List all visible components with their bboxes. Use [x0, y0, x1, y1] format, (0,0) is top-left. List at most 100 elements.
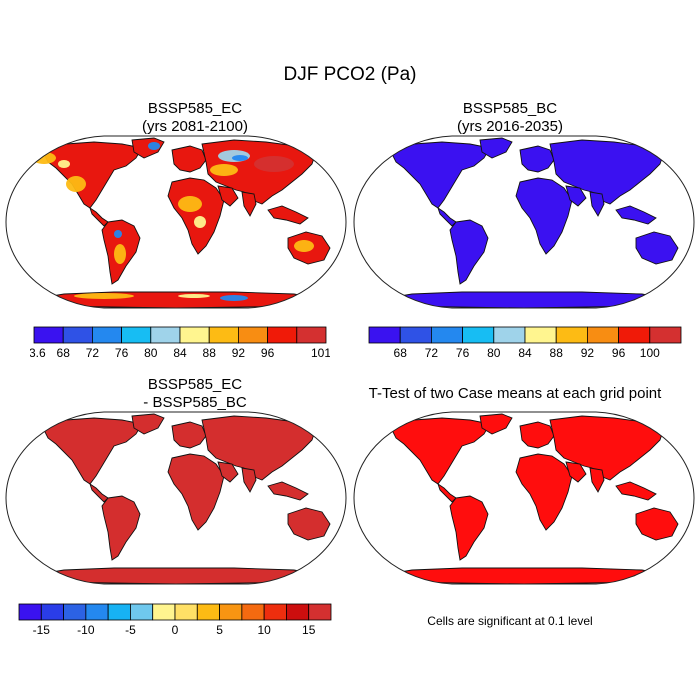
land-india	[241, 191, 257, 217]
colorbar-diff: -15 -10 -5 0 5 10 15	[18, 603, 332, 637]
colorbar-tick-label: 96	[261, 346, 275, 360]
colorbar-tick-label: 80	[487, 346, 501, 360]
land-arabia	[565, 185, 587, 207]
land-greenland	[479, 413, 513, 435]
colorbar-tick-label: 0	[172, 623, 179, 637]
land-india	[589, 191, 605, 217]
land-india	[241, 467, 257, 493]
colorbar-tick-label: 15	[302, 623, 316, 637]
colorbar-swatch	[121, 326, 152, 344]
land-africa	[167, 453, 225, 531]
land-greenland	[131, 413, 165, 435]
panel-title-ec-line1: BSSP585_EC	[147, 100, 243, 117]
colorbar-tick-label: 92	[232, 346, 246, 360]
land-arabia	[217, 461, 239, 483]
panel-title-ttest-line1: T-Test of two Case means at each grid po…	[368, 385, 662, 402]
colorbar-tick-label: 96	[612, 346, 626, 360]
land-africa	[167, 177, 225, 255]
colorbar-swatch	[649, 326, 682, 344]
land-antarctica	[375, 567, 673, 584]
colorbar-tick-label: -15	[33, 623, 51, 637]
figure-title: DJF PCO2 (Pa)	[283, 64, 417, 85]
colorbar-swatch	[263, 603, 287, 621]
panel-title-diff: BSSP585_EC - BSSP585_BC	[30, 376, 360, 412]
land-africa	[515, 177, 573, 255]
colorbar-tick-label: 84	[518, 346, 532, 360]
land-seAsia	[267, 481, 309, 501]
land-australia	[635, 507, 679, 541]
panel-title-ttest: T-Test of two Case means at each grid po…	[345, 385, 685, 403]
land-antarctica	[27, 567, 325, 584]
panel-title-diff-line1: BSSP585_EC	[147, 376, 243, 393]
colorbar-swatch	[618, 326, 651, 344]
colorbar-swatch	[368, 326, 401, 344]
panel-title-bc: BSSP585_BC (yrs 2016-2035)	[345, 100, 675, 136]
land-northAmerica	[391, 141, 491, 209]
colorbar-swatch	[208, 326, 239, 344]
colorbar-swatch	[152, 603, 176, 621]
colorbar-tick-label: 101.9	[311, 346, 330, 360]
colorbar-swatch	[237, 326, 268, 344]
panel-title-ec-line2: (yrs 2081-2100)	[142, 118, 248, 135]
map-ttest	[353, 411, 695, 585]
land-seAsia	[615, 481, 657, 501]
land-antarctica	[375, 291, 673, 308]
colorbar-swatch	[555, 326, 588, 344]
colorbar-swatch	[63, 603, 87, 621]
panel-title-bc-line2: (yrs 2016-2035)	[457, 118, 563, 135]
land-australia	[287, 507, 331, 541]
colorbar-swatch	[85, 603, 109, 621]
colorbar-tick-label: 88	[203, 346, 217, 360]
colorbar-tick-label: 92	[581, 346, 595, 360]
anomaly-blob	[210, 164, 238, 176]
panel-title-diff-line2: - BSSP585_BC	[143, 394, 247, 411]
colorbar-swatch	[241, 603, 265, 621]
anomaly-blob	[58, 160, 70, 168]
anomaly-blob	[178, 196, 202, 212]
colorbar-swatch	[18, 603, 42, 621]
land-seAsia	[615, 205, 657, 225]
anomaly-blob	[148, 142, 160, 150]
anomaly-blob	[232, 155, 248, 161]
colorbar-swatch	[493, 326, 526, 344]
anomaly-blob	[114, 244, 126, 264]
panel-title-ec: BSSP585_EC (yrs 2081-2100)	[30, 100, 360, 136]
colorbar-swatch	[267, 326, 298, 344]
colorbar-swatch	[296, 326, 327, 344]
anomaly-blob	[178, 294, 210, 298]
colorbar-swatch	[462, 326, 495, 344]
colorbar-swatch	[308, 603, 332, 621]
significance-note: Cells are significant at 0.1 level	[427, 614, 593, 628]
land-europe	[171, 421, 207, 449]
colorbar-tick-label: 84	[173, 346, 187, 360]
land-europe	[171, 145, 207, 173]
map-ec	[5, 135, 347, 309]
land-greenland	[479, 137, 513, 159]
colorbar-tick-label: 72	[86, 346, 100, 360]
colorbar-tick-label: 88	[550, 346, 564, 360]
anomaly-blob	[66, 176, 86, 192]
map-diff	[5, 411, 347, 585]
colorbar-swatch	[33, 326, 64, 344]
land-arabia	[565, 461, 587, 483]
colorbar-tick-label: 53.6	[30, 346, 46, 360]
colorbar-swatch	[399, 326, 432, 344]
colorbar-swatch	[107, 603, 131, 621]
colorbar-tick-label: -10	[77, 623, 95, 637]
land-southAmerica	[101, 495, 141, 561]
map-bc	[353, 135, 695, 309]
colorbar-tick-label: 68	[57, 346, 71, 360]
anomaly-blob	[294, 240, 314, 252]
anomaly-blob	[254, 156, 294, 172]
colorbar-bc: 68 72 76 80 84 88 92 96 100	[368, 326, 682, 360]
colorbar-tick-label: 76	[115, 346, 129, 360]
anomaly-blob	[114, 230, 122, 238]
colorbar-tick-label: 5	[216, 623, 223, 637]
anomaly-blob	[220, 295, 248, 301]
anomaly-blob	[74, 293, 134, 299]
colorbar-tick-label: 80	[144, 346, 158, 360]
colorbar-tick-label: -5	[125, 623, 136, 637]
land-africa	[515, 453, 573, 531]
colorbar-swatch	[62, 326, 93, 344]
land-northAmerica	[391, 417, 491, 485]
